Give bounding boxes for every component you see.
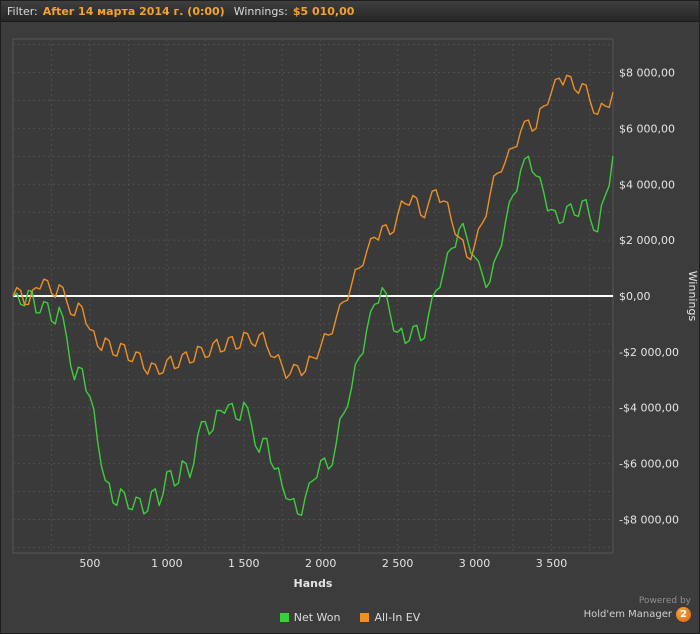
legend-label-net-won: Net Won xyxy=(293,611,341,624)
y-tick-label: $6 000,00 xyxy=(619,122,675,135)
y-tick-label: -$8 000,00 xyxy=(619,513,679,526)
y-tick-label: $8 000,00 xyxy=(619,67,675,80)
hm2-logo-icon: 2 xyxy=(676,607,691,622)
legend-item-net-won[interactable]: Net Won xyxy=(279,611,341,624)
x-tick-label: 2 000 xyxy=(305,557,337,570)
y-tick-label: -$6 000,00 xyxy=(619,458,679,471)
y-tick-label: -$2 000,00 xyxy=(619,346,679,359)
winnings-chart: $8 000,00 $6 000,00 $4 000,00 $2 000,00 $0,0… xyxy=(12,38,699,590)
legend-item-all-in-ev[interactable]: All-In EV xyxy=(360,611,420,624)
y-tick-label: $0,00 xyxy=(619,290,651,303)
all-in-ev-swatch-icon xyxy=(360,613,370,622)
powered-by-text: Powered by xyxy=(638,596,691,606)
filter-value[interactable]: After 14 марта 2014 г. (0:00) xyxy=(42,4,225,18)
legend: Net Won All-In EV xyxy=(1,611,699,624)
x-tick-label: 1 500 xyxy=(228,557,260,570)
x-tick-label: 3 500 xyxy=(536,557,568,570)
y-tick-label: -$4 000,00 xyxy=(619,402,679,415)
winnings-label: Winnings: xyxy=(233,4,288,18)
x-tick-label: 3 000 xyxy=(459,557,491,570)
x-axis-title: Hands xyxy=(294,577,333,590)
winnings-value: $5 010,00 xyxy=(292,4,355,18)
filter-label: Filter: xyxy=(7,4,38,18)
series-all-in-ev xyxy=(12,74,614,380)
filter-bar: Filter: After 14 марта 2014 г. (0:00) Wi… xyxy=(1,1,699,22)
brand-name: Hold'em Manager xyxy=(583,609,672,620)
x-tick-label: 500 xyxy=(79,557,100,570)
y-axis-title: Winnings xyxy=(686,271,699,322)
series-net-won xyxy=(12,155,614,516)
powered-by: Powered by Hold'em Manager 2 xyxy=(584,596,691,622)
x-tick-label: 2 500 xyxy=(382,557,414,570)
x-tick-label: 1 000 xyxy=(151,557,183,570)
y-tick-label: $4 000,00 xyxy=(619,178,675,191)
legend-label-all-in-ev: All-In EV xyxy=(374,611,421,624)
y-tick-label: $2 000,00 xyxy=(619,234,675,247)
net-won-swatch-icon xyxy=(279,613,289,622)
